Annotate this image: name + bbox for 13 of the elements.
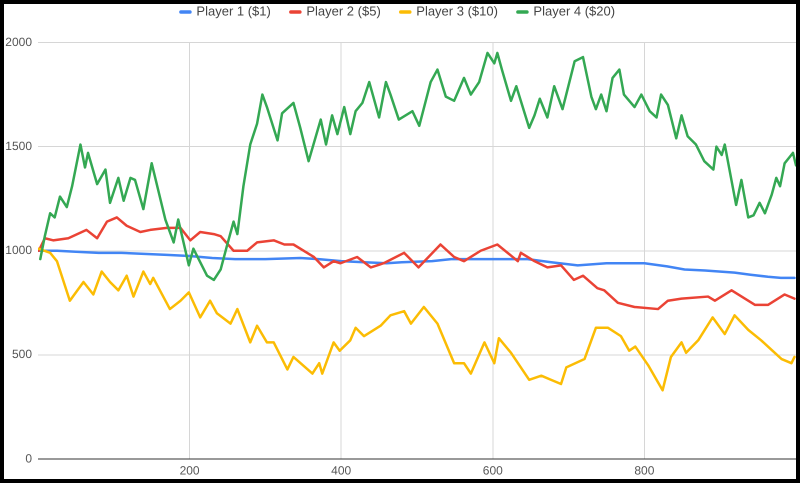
legend-label: Player 2 ($5) xyxy=(306,4,381,19)
y-tick-label: 2000 xyxy=(5,34,32,49)
y-tick-label: 500 xyxy=(12,347,32,362)
x-tick-label: 400 xyxy=(331,464,352,478)
y-tick-label: 1000 xyxy=(5,243,32,258)
y-tick-label: 1500 xyxy=(5,138,32,153)
x-tick-label: 600 xyxy=(482,464,504,478)
legend-label: Player 1 ($1) xyxy=(196,4,271,19)
legend-label: Player 4 ($20) xyxy=(533,4,616,19)
x-tick-label: 800 xyxy=(634,464,655,478)
y-tick-label: 0 xyxy=(25,451,32,466)
legend-label: Player 3 ($10) xyxy=(416,4,498,19)
x-tick-label: 200 xyxy=(180,464,200,478)
